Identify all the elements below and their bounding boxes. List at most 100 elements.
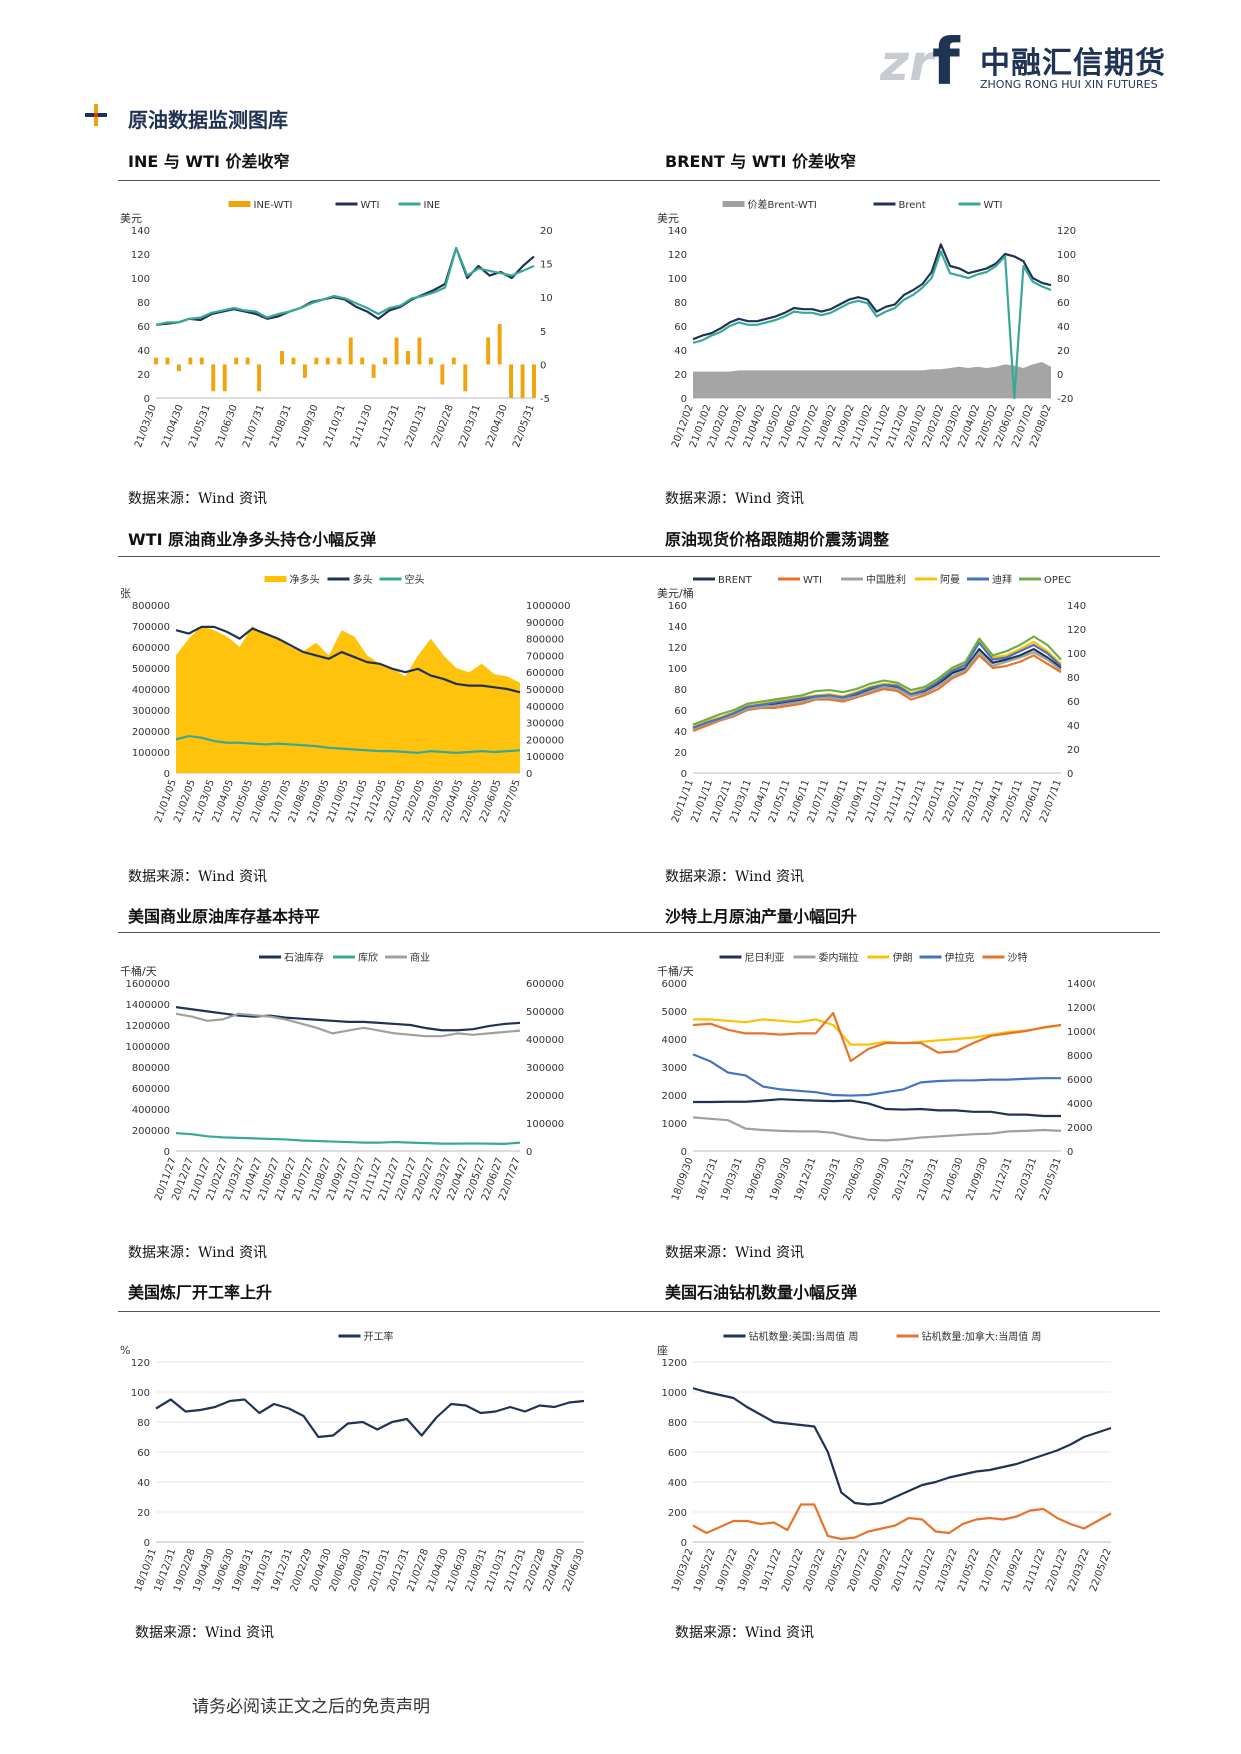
line-series xyxy=(692,1387,1112,1506)
x-tick-label: 21/03/31 xyxy=(915,1156,941,1202)
y-axis-label: 美元 xyxy=(657,212,679,225)
area-series xyxy=(693,362,1051,398)
chart-svg: 座02004006008001000120019/03/2219/05/2219… xyxy=(657,1330,1114,1593)
y2-tick-label: 400000 xyxy=(526,702,564,713)
title-divider xyxy=(118,1311,538,1312)
y-tick-label: 400000 xyxy=(132,1105,170,1116)
data-source-note: 数据来源：Wind 资讯 xyxy=(128,1245,268,1261)
x-tick-label: 20/01/22 xyxy=(780,1547,806,1593)
line-series xyxy=(692,635,1062,726)
y-tick-label: 20 xyxy=(674,370,687,381)
y2-tick-label: 600000 xyxy=(526,668,564,679)
bar-mark xyxy=(280,350,284,365)
svg-text:f: f xyxy=(932,28,961,98)
y-tick-label: 1000 xyxy=(662,1388,687,1399)
y2-tick-label: 60 xyxy=(1057,298,1070,309)
y-tick-label: 100 xyxy=(668,274,687,285)
x-tick-label: 20/06/30 xyxy=(842,1156,868,1202)
y-tick-label: 1000000 xyxy=(125,1042,170,1053)
y-tick-label: 120 xyxy=(668,250,687,261)
legend-label: 伊朗 xyxy=(893,952,913,964)
chart-svg: 张 0 100000 200000 300000 400000 500000 600000 70… xyxy=(120,573,571,824)
legend-label: 开工率 xyxy=(364,1330,394,1343)
y-tick-label: 800 xyxy=(668,1418,687,1429)
y-axis-label: 座 xyxy=(657,1343,668,1357)
y-tick-label: 140 xyxy=(668,226,687,237)
y-tick-label: 20 xyxy=(137,1508,150,1519)
bar-mark xyxy=(383,357,388,365)
y2-tick-label: 1000000 xyxy=(526,601,571,612)
y-tick-label: 1200 xyxy=(662,1358,687,1369)
x-tick-label: 19/06/30 xyxy=(744,1156,770,1202)
data-source-note: 数据来源：Wind 资讯 xyxy=(135,1625,275,1641)
data-source-note: 数据来源：Wind 资讯 xyxy=(128,491,268,507)
line-series xyxy=(175,734,521,754)
y-tick-label: 600000 xyxy=(132,1084,170,1095)
y-tick-label: 2000 xyxy=(662,1091,687,1102)
y-tick-label: 40 xyxy=(137,346,150,357)
bar-mark xyxy=(211,364,216,392)
chart-title: BRENT 与 WTI 价差收窄 xyxy=(665,152,856,171)
legend-label: Brent xyxy=(899,200,926,211)
y-tick-label: 1000 xyxy=(662,1119,687,1130)
bar-mark xyxy=(371,364,376,378)
x-tick-label: 22/02/28 xyxy=(430,403,456,449)
y-tick-label: 800000 xyxy=(132,601,170,612)
y-tick-label: 80 xyxy=(137,1418,150,1429)
data-source-note: 数据来源：Wind 资讯 xyxy=(665,869,805,885)
x-tick-label: 21/04/30 xyxy=(160,403,186,449)
title-divider xyxy=(118,180,538,181)
bar-mark xyxy=(428,357,433,365)
y-axis-label: 千桶/天 xyxy=(120,964,157,978)
y2-tick-label: 0 xyxy=(526,769,532,780)
legend-label: WTI xyxy=(803,575,822,586)
bar-mark xyxy=(154,357,158,365)
y-tick-label: 80 xyxy=(674,685,687,696)
legend-label: 沙特 xyxy=(1008,952,1028,964)
x-tick-label: 22/03/22 xyxy=(1066,1547,1092,1593)
legend-label: OPEC xyxy=(1044,575,1071,586)
bar-mark xyxy=(360,357,365,365)
legend-label: WTI xyxy=(984,200,1003,211)
y2-tick-label: 6000 xyxy=(1067,1075,1092,1086)
legend-label: INE xyxy=(424,200,441,211)
x-tick-label: 21/11/30 xyxy=(349,403,375,449)
x-tick-label: 19/03/31 xyxy=(719,1156,745,1202)
y-tick-label: 40 xyxy=(674,727,687,738)
x-tick-label: 22/04/30 xyxy=(484,403,510,449)
y2-tick-label: 500000 xyxy=(526,1007,564,1018)
data-source-note: 数据来源：Wind 资讯 xyxy=(665,1245,805,1261)
line-series xyxy=(155,1398,585,1439)
y2-tick-label: 40 xyxy=(1067,721,1080,732)
y-tick-label: 0 xyxy=(144,394,150,405)
bar-mark xyxy=(234,357,239,365)
y-tick-label: 0 xyxy=(681,1538,687,1549)
bar-mark xyxy=(406,350,410,365)
y-tick-label: 500000 xyxy=(132,664,170,675)
x-tick-label: 21/01/22 xyxy=(912,1547,938,1593)
bar-mark xyxy=(463,364,468,392)
x-tick-label: 22/05/22 xyxy=(1088,1547,1114,1593)
x-tick-label: 22/03/31 xyxy=(1014,1156,1040,1202)
legend-label: 库欣 xyxy=(358,951,378,964)
bar-mark xyxy=(325,357,330,365)
y2-tick-label: 100000 xyxy=(526,1119,564,1130)
y-tick-label: 0 xyxy=(681,769,687,780)
y2-tick-label: 200000 xyxy=(526,735,564,746)
x-tick-label: 21/03/30 xyxy=(133,403,159,449)
y-tick-label: 100 xyxy=(668,664,687,675)
y2-tick-label: 0 xyxy=(1067,1147,1073,1158)
line-series xyxy=(175,1012,521,1038)
line-series xyxy=(692,1011,1062,1063)
chart-title: 美国商业原油库存基本持平 xyxy=(128,907,321,926)
x-tick-label: 21/05/31 xyxy=(187,403,213,449)
y2-tick-label: -20 xyxy=(1057,394,1073,405)
y-axis-label: 美元 xyxy=(120,212,142,225)
x-tick-label: 21/06/30 xyxy=(940,1156,966,1202)
y2-tick-label: 800000 xyxy=(526,635,564,646)
bar-mark xyxy=(314,357,319,365)
legend-label: 价差Brent-WTI xyxy=(748,198,817,211)
bar-mark xyxy=(165,357,170,365)
y2-tick-label: 10000 xyxy=(1067,1027,1095,1038)
x-tick-label: 19/09/30 xyxy=(768,1156,794,1202)
